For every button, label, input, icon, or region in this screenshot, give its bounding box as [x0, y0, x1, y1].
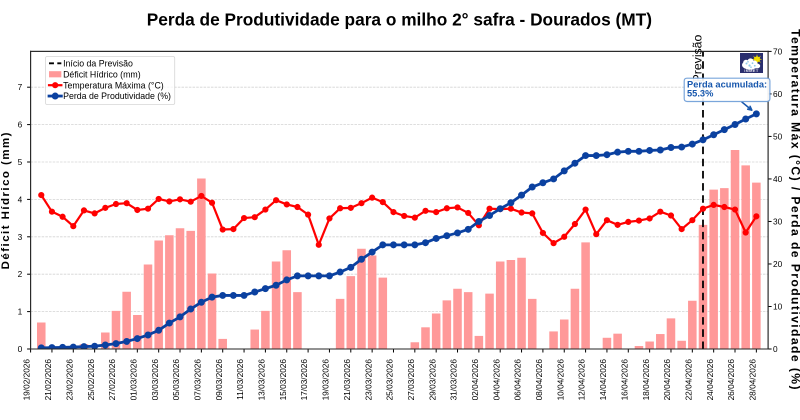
svg-text:22/04/2026: 22/04/2026 — [683, 359, 693, 401]
svg-text:5: 5 — [18, 157, 23, 167]
svg-text:20: 20 — [773, 259, 783, 269]
svg-text:13/03/2026: 13/03/2026 — [257, 359, 267, 401]
svg-text:11/03/2026: 11/03/2026 — [235, 359, 245, 400]
svg-text:Déficit Hídrico (mm): Déficit Hídrico (mm) — [63, 69, 141, 79]
svg-text:24/04/2026: 24/04/2026 — [705, 359, 715, 401]
svg-text:27/03/2026: 27/03/2026 — [406, 359, 416, 401]
svg-text:30: 30 — [773, 216, 783, 226]
svg-text:28/04/2026: 28/04/2026 — [748, 359, 758, 401]
svg-text:70: 70 — [773, 46, 783, 56]
svg-text:23/02/2026: 23/02/2026 — [64, 359, 74, 401]
svg-text:01/03/2026: 01/03/2026 — [128, 359, 138, 401]
svg-text:4: 4 — [18, 194, 23, 204]
svg-text:55.3%: 55.3% — [687, 89, 714, 99]
svg-text:6: 6 — [18, 120, 23, 130]
svg-text:10/04/2026: 10/04/2026 — [555, 359, 565, 401]
svg-text:0: 0 — [18, 344, 23, 354]
svg-text:25/02/2026: 25/02/2026 — [86, 359, 96, 401]
svg-text:Início da Previsão: Início da Previsão — [63, 58, 133, 68]
svg-text:0: 0 — [773, 344, 778, 354]
svg-text:50: 50 — [773, 131, 783, 141]
svg-text:05/03/2026: 05/03/2026 — [171, 359, 181, 401]
svg-text:07/03/2026: 07/03/2026 — [193, 359, 203, 401]
svg-text:1: 1 — [18, 307, 23, 317]
svg-text:09/03/2026: 09/03/2026 — [214, 359, 224, 401]
svg-text:19/02/2026: 19/02/2026 — [22, 359, 32, 401]
svg-text:04/04/2026: 04/04/2026 — [491, 359, 501, 401]
svg-text:23/03/2026: 23/03/2026 — [363, 359, 373, 401]
svg-text:16/04/2026: 16/04/2026 — [619, 359, 629, 401]
svg-text:Perda de Produtividade (%): Perda de Produtividade (%) — [63, 91, 171, 101]
svg-text:19/03/2026: 19/03/2026 — [321, 359, 331, 401]
svg-text:20/04/2026: 20/04/2026 — [662, 359, 672, 401]
svg-text:Perda de Produtividade para o: Perda de Produtividade para o milho 2° s… — [147, 9, 652, 29]
svg-text:17/03/2026: 17/03/2026 — [299, 359, 309, 401]
svg-text:2: 2 — [18, 269, 23, 279]
svg-text:12/04/2026: 12/04/2026 — [577, 359, 587, 401]
svg-text:Temperatura Máx (°C) / Perda d: Temperatura Máx (°C) / Perda de Produtiv… — [788, 29, 800, 391]
svg-text:27/02/2026: 27/02/2026 — [107, 359, 117, 401]
svg-text:25/03/2026: 25/03/2026 — [385, 359, 395, 401]
svg-text:26/04/2026: 26/04/2026 — [726, 359, 736, 401]
svg-text:60: 60 — [773, 89, 783, 99]
svg-text:31/03/2026: 31/03/2026 — [449, 359, 459, 401]
svg-text:7: 7 — [18, 82, 23, 92]
svg-text:Déficit Hídrico (mm): Déficit Hídrico (mm) — [0, 131, 12, 269]
svg-text:14/04/2026: 14/04/2026 — [598, 359, 608, 401]
svg-text:03/03/2026: 03/03/2026 — [150, 359, 160, 401]
svg-text:INMET: INMET — [744, 68, 759, 73]
svg-text:10: 10 — [773, 301, 783, 311]
svg-text:18/04/2026: 18/04/2026 — [641, 359, 651, 401]
svg-text:Temperatura Máxima (°C): Temperatura Máxima (°C) — [63, 80, 164, 90]
svg-text:15/03/2026: 15/03/2026 — [278, 359, 288, 401]
svg-text:21/03/2026: 21/03/2026 — [342, 359, 352, 401]
svg-text:29/03/2026: 29/03/2026 — [427, 359, 437, 401]
svg-text:Perda acumulada:: Perda acumulada: — [687, 80, 767, 90]
svg-text:02/04/2026: 02/04/2026 — [470, 359, 480, 401]
svg-text:06/04/2026: 06/04/2026 — [513, 359, 523, 401]
svg-text:3: 3 — [18, 232, 23, 242]
svg-text:40: 40 — [773, 174, 783, 184]
svg-text:21/02/2026: 21/02/2026 — [43, 359, 53, 401]
svg-text:08/04/2026: 08/04/2026 — [534, 359, 544, 401]
svg-text:Previsão: Previsão — [691, 34, 705, 82]
